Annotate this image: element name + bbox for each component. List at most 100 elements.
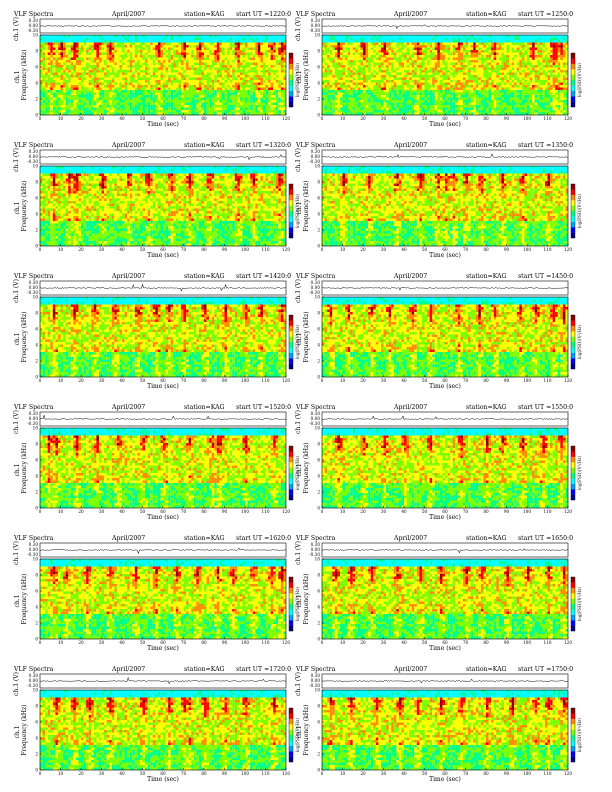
spectrogram-cell bbox=[78, 95, 81, 98]
spectrogram-cell bbox=[437, 93, 440, 96]
spectrogram-cell bbox=[119, 105, 122, 108]
spectrogram-cell bbox=[227, 53, 230, 56]
spectrogram-cell bbox=[189, 48, 192, 51]
spectrogram-cell bbox=[350, 105, 353, 108]
spectrogram-cell bbox=[263, 63, 266, 66]
spectrogram-cell bbox=[435, 113, 438, 116]
spectrogram-cell bbox=[112, 103, 115, 106]
spectrogram-cell bbox=[68, 70, 71, 73]
spectrogram-cell bbox=[171, 80, 174, 83]
spectrogram-cell bbox=[45, 78, 48, 81]
spectrogram-cell bbox=[225, 98, 228, 101]
spectrogram-cell bbox=[348, 85, 351, 88]
spectrogram-cell bbox=[109, 60, 112, 63]
spectrogram-cell bbox=[191, 43, 194, 46]
spectrogram-cell bbox=[450, 100, 453, 103]
spectrogram-cell bbox=[153, 73, 156, 76]
spectrogram-cell bbox=[271, 53, 274, 56]
spectrogram-cell bbox=[207, 75, 210, 78]
spectrogram-cell bbox=[78, 110, 81, 113]
spectrogram-cell bbox=[373, 88, 376, 91]
spectrogram-cell bbox=[127, 88, 130, 91]
spectrogram-cell bbox=[368, 98, 371, 101]
spectrogram-cell bbox=[73, 80, 76, 83]
colorbar-swatch bbox=[289, 91, 293, 97]
spectrogram-cell bbox=[117, 55, 120, 58]
spectrogram-cell bbox=[363, 75, 366, 78]
spectrogram-cell bbox=[68, 110, 71, 113]
spectrogram-cell bbox=[245, 95, 248, 98]
colorbar-swatch bbox=[289, 53, 293, 59]
spectrogram-cell bbox=[460, 45, 463, 48]
spectrogram-cell bbox=[384, 73, 387, 76]
spectrogram-cell bbox=[330, 50, 333, 53]
spectrogram-cell bbox=[196, 48, 199, 51]
spectrogram-cell bbox=[199, 108, 202, 111]
spectrogram-cell bbox=[425, 70, 428, 73]
spectrogram-cell bbox=[340, 88, 343, 91]
spectrogram-cell bbox=[91, 103, 94, 106]
spectrogram-cell bbox=[281, 98, 284, 101]
spectrogram-cell bbox=[189, 73, 192, 76]
spectrogram-cell bbox=[242, 95, 245, 98]
spectrogram-cell bbox=[258, 108, 261, 111]
spectrogram-cell bbox=[384, 50, 387, 53]
spectrogram-cell bbox=[368, 70, 371, 73]
spectrogram-cell bbox=[232, 105, 235, 108]
spectrogram-cell bbox=[401, 60, 404, 63]
spectrogram-cell bbox=[404, 108, 407, 111]
spectrogram-cell bbox=[207, 55, 210, 58]
spectrogram-cell bbox=[378, 50, 381, 53]
spectrogram-cell bbox=[137, 55, 140, 58]
spectrogram-cell bbox=[181, 60, 184, 63]
spectrogram-cell bbox=[150, 103, 153, 106]
spectrogram-cell bbox=[235, 38, 238, 41]
spectrogram-cell bbox=[343, 65, 346, 68]
spectrogram-cell bbox=[466, 105, 469, 108]
spectrogram-cell bbox=[240, 85, 243, 88]
spectrogram-cell bbox=[184, 78, 187, 81]
spectrogram-cell bbox=[107, 83, 110, 86]
y-tick-label: 10 bbox=[33, 33, 39, 38]
spectrogram-cell bbox=[61, 40, 64, 43]
spectrogram-cell bbox=[209, 48, 212, 51]
spectrogram-cell bbox=[386, 65, 389, 68]
spectrogram-cell bbox=[407, 70, 410, 73]
spectrogram-cell bbox=[401, 90, 404, 93]
spectrogram-cell bbox=[332, 53, 335, 56]
spectrogram-cell bbox=[153, 113, 156, 116]
spectrogram-cell bbox=[122, 53, 125, 56]
spectrogram-cell bbox=[407, 83, 410, 86]
spectrogram-cell bbox=[445, 40, 448, 43]
spectrogram-cell bbox=[281, 58, 284, 61]
spectrogram-cell bbox=[335, 38, 338, 41]
spectrogram-cell bbox=[453, 98, 456, 101]
spectrogram-cell bbox=[99, 43, 102, 46]
spectrogram-cell bbox=[327, 43, 330, 46]
spectrogram-cell bbox=[253, 108, 256, 111]
spectrogram-cell bbox=[201, 103, 204, 106]
spectrogram-cell bbox=[96, 80, 99, 83]
spectrogram-cell bbox=[417, 43, 420, 46]
spectrogram-cell bbox=[394, 78, 397, 81]
spectrogram-cell bbox=[102, 50, 105, 53]
spectrogram-cell bbox=[253, 85, 256, 88]
spectrogram-cell bbox=[263, 40, 266, 43]
spectrogram-cell bbox=[442, 60, 445, 63]
spectrogram-cell bbox=[458, 75, 461, 78]
spectrogram-cell bbox=[337, 38, 340, 41]
spectrogram-cell bbox=[422, 35, 425, 38]
spectrogram-cell bbox=[340, 43, 343, 46]
spectrogram-cell bbox=[130, 53, 133, 56]
spectrogram-cell bbox=[163, 75, 166, 78]
spectrogram-cell bbox=[404, 95, 407, 98]
spectrogram-cell bbox=[371, 68, 374, 71]
spectrogram-cell bbox=[130, 103, 133, 106]
spectrogram-cell bbox=[453, 95, 456, 98]
spectrogram-cell bbox=[196, 100, 199, 103]
spectrogram-cell bbox=[96, 73, 99, 76]
spectrogram-cell bbox=[371, 108, 374, 111]
spectrogram-cell bbox=[463, 45, 466, 48]
spectrogram-cell bbox=[453, 65, 456, 68]
spectrogram-cell bbox=[119, 110, 122, 113]
